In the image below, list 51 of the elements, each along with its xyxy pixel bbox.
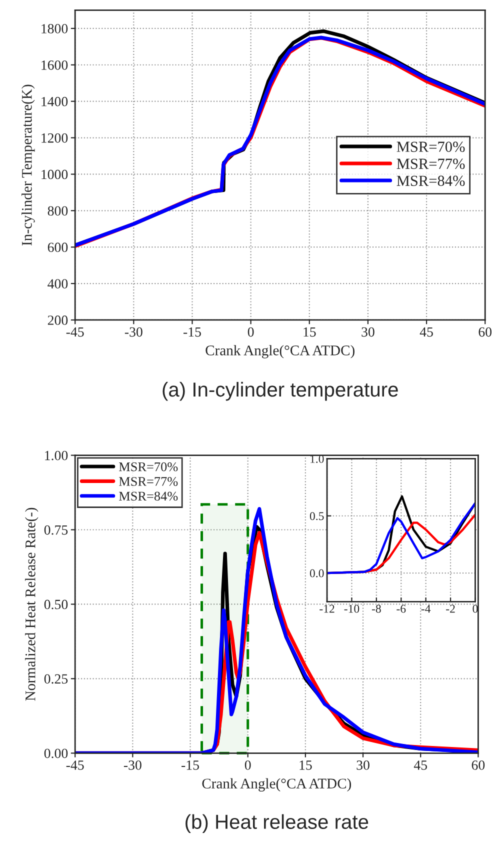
x-tick-label: 0: [248, 327, 254, 337]
legend-label: MSR=77%: [396, 158, 465, 170]
x-tick-label: -8: [372, 604, 381, 613]
x-tick-label: 0: [244, 760, 251, 770]
y-tick-label: 400: [48, 279, 68, 288]
x-tick-label: -12: [320, 604, 334, 613]
x-tick-label: -6: [396, 604, 406, 613]
y-tick-label: 200: [48, 316, 68, 325]
y-tick-label: 0.50: [44, 600, 68, 610]
legend-label: MSR=77%: [119, 477, 178, 486]
y-tick-label: 1800: [42, 24, 68, 34]
y-tick-label: 0.5: [310, 512, 324, 520]
y-axis-title: Normalized Heat Release Rate(-): [25, 508, 38, 701]
x-tick-label: 45: [414, 760, 428, 770]
y-tick-label: 1.00: [45, 450, 68, 460]
x-tick-label: 30: [362, 327, 374, 337]
legend-label: MSR=84%: [119, 492, 178, 501]
y-tick-label: 0.75: [44, 525, 68, 535]
text: (a) In-cylinder temperature: [162, 382, 398, 401]
y-tick-label: 1000: [42, 170, 68, 180]
y-tick-label: 0.0: [310, 569, 324, 578]
x-tick-label: 0: [472, 604, 478, 613]
y-tick-label: 1600: [42, 60, 68, 70]
x-tick-label: -30: [124, 760, 142, 770]
x-tick-label: -30: [124, 327, 142, 337]
text: (b) Heat release rate: [186, 814, 368, 833]
x-tick-label: 30: [356, 760, 370, 770]
y-tick-label: 1200: [42, 133, 68, 143]
y-tick-label: 600: [48, 242, 68, 252]
y-tick-label: 0.25: [44, 674, 68, 684]
x-tick-label: -15: [182, 760, 199, 770]
x-tick-label: -2: [446, 604, 455, 613]
x-tick-label: -15: [183, 327, 201, 337]
x-tick-label: 15: [300, 760, 312, 770]
legend-label: MSR=84%: [396, 176, 465, 186]
x-axis-title: Crank Angle(°CA ATDC): [202, 778, 352, 792]
x-tick-label: -10: [344, 604, 360, 613]
x-tick-label: 15: [304, 327, 316, 337]
x-tick-label: 60: [478, 327, 492, 337]
legend-label: MSR=70%: [396, 142, 465, 152]
y-tick-label: 1400: [42, 96, 68, 106]
x-tick-label: 45: [420, 327, 433, 337]
x-axis-title: Crank Angle(°CA ATDC): [206, 345, 354, 358]
y-axis-title: In-cylinder Temperature(K): [22, 84, 35, 246]
y-tick-label: 0.00: [44, 748, 68, 758]
x-tick-label: -4: [421, 604, 431, 613]
y-tick-label: 800: [48, 206, 68, 216]
x-tick-label: -45: [66, 760, 84, 770]
x-tick-label: 60: [472, 760, 485, 770]
x-tick-label: -45: [66, 327, 84, 337]
legend-label: MSR=70%: [119, 462, 178, 472]
